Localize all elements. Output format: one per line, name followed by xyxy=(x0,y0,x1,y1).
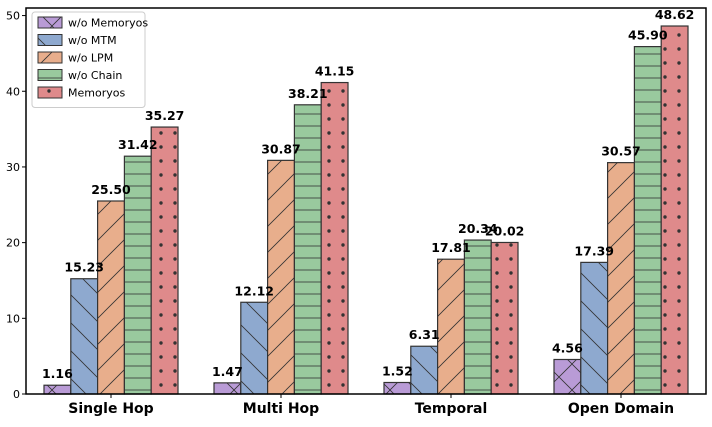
legend-swatch-w-o-lpm xyxy=(37,51,63,64)
bar-w-o-mtm-temporal xyxy=(410,345,439,395)
category-label-temporal: Temporal xyxy=(415,401,488,417)
data-label-memoryos-single-hop: 35.27 xyxy=(145,108,185,123)
bar-w-o-memoryos-single-hop xyxy=(43,384,72,395)
category-label-single-hop: Single Hop xyxy=(68,401,153,417)
data-label-w-o-lpm-temporal: 17.81 xyxy=(431,240,471,255)
legend-label-w-o-mtm: w/o MTM xyxy=(68,34,117,47)
bar-w-o-memoryos-multi-hop xyxy=(213,382,242,395)
y-tick-label: 50 xyxy=(6,10,20,23)
legend: w/o Memoryos w/o MTM w/o LPM w/o Chain Memor… xyxy=(31,11,148,108)
bar-memoryos-open-domain xyxy=(660,25,689,395)
bar-w-o-lpm-open-domain xyxy=(606,162,635,395)
bar-w-o-mtm-multi-hop xyxy=(240,301,269,395)
data-label-memoryos-temporal: 20.02 xyxy=(485,223,525,238)
data-label-w-o-chain-temporal: 20.34 xyxy=(458,221,498,236)
bar-w-o-memoryos-temporal xyxy=(383,381,412,395)
x-axis: Single Hop Multi Hop Temporal Open Domain xyxy=(68,394,674,417)
data-label-w-o-mtm-multi-hop: 12.12 xyxy=(234,283,274,298)
y-tick-label: 30 xyxy=(6,161,20,174)
y-tick-label: 20 xyxy=(6,237,20,250)
data-label-memoryos-open-domain: 48.62 xyxy=(655,7,695,22)
data-label-w-o-lpm-single-hop: 25.50 xyxy=(91,182,131,197)
data-label-w-o-mtm-temporal: 6.31 xyxy=(409,327,440,342)
legend-label-memoryos: Memoryos xyxy=(68,87,125,100)
data-label-w-o-memoryos-open-domain: 4.56 xyxy=(552,340,583,355)
data-label-w-o-chain-open-domain: 45.90 xyxy=(628,28,668,43)
bar-w-o-lpm-temporal xyxy=(437,258,466,395)
bar-memoryos-single-hop xyxy=(150,126,179,395)
bar-w-o-memoryos-open-domain xyxy=(553,358,582,395)
legend-label-w-o-memoryos: w/o Memoryos xyxy=(68,17,148,30)
data-label-w-o-mtm-single-hop: 15.23 xyxy=(64,260,104,275)
y-tick-label: 10 xyxy=(6,312,20,325)
bar-w-o-lpm-single-hop xyxy=(96,200,125,395)
legend-label-w-o-chain: w/o Chain xyxy=(68,69,122,82)
bar-memoryos-multi-hop xyxy=(320,81,349,395)
data-label-w-o-lpm-multi-hop: 30.87 xyxy=(261,141,301,156)
bars xyxy=(43,25,689,395)
data-label-w-o-lpm-open-domain: 30.57 xyxy=(601,144,641,159)
bar-w-o-chain-open-domain xyxy=(633,45,662,395)
legend-swatch-w-o-mtm xyxy=(37,34,63,46)
data-label-memoryos-multi-hop: 41.15 xyxy=(315,64,355,79)
bar-w-o-lpm-multi-hop xyxy=(267,159,296,395)
bar-w-o-mtm-open-domain xyxy=(580,261,609,395)
data-labels: 1.16 15.23 25.50 31.42 35.27 1.47 12.12 30.87 38… xyxy=(42,7,694,381)
data-label-w-o-chain-multi-hop: 38.21 xyxy=(288,86,328,101)
y-tick-label: 0 xyxy=(13,388,20,401)
data-label-w-o-memoryos-single-hop: 1.16 xyxy=(42,366,73,381)
legend-label-w-o-lpm: w/o LPM xyxy=(68,52,113,65)
plot-frame xyxy=(25,7,707,395)
data-label-w-o-memoryos-temporal: 1.52 xyxy=(382,363,413,378)
data-label-w-o-chain-single-hop: 31.42 xyxy=(118,137,158,152)
bar-w-o-mtm-single-hop xyxy=(70,278,99,395)
y-tick-label: 40 xyxy=(6,85,20,98)
category-label-multi-hop: Multi Hop xyxy=(243,401,319,417)
category-label-open-domain: Open Domain xyxy=(568,401,674,417)
legend-swatch-w-o-memoryos xyxy=(37,16,63,29)
bar-memoryos-temporal xyxy=(490,241,519,395)
bar-w-o-chain-temporal xyxy=(463,239,492,395)
legend-swatch-w-o-chain xyxy=(37,69,63,81)
bar-w-o-chain-single-hop xyxy=(123,155,152,395)
data-label-w-o-mtm-open-domain: 17.39 xyxy=(574,243,614,258)
legend-swatch-memoryos xyxy=(37,86,63,99)
y-axis: 0 10 20 30 40 50 xyxy=(6,10,26,401)
data-label-w-o-memoryos-multi-hop: 1.47 xyxy=(212,364,243,379)
